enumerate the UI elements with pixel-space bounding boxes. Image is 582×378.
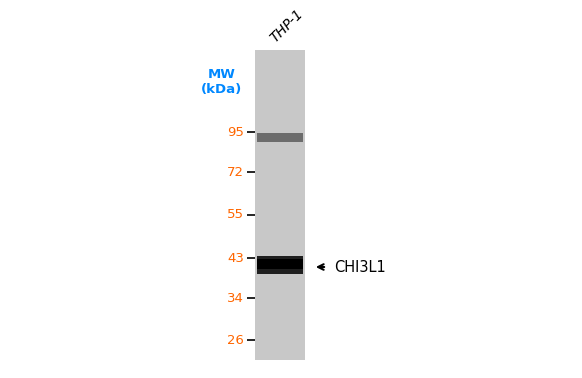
Text: 26: 26 xyxy=(227,333,244,347)
Text: 55: 55 xyxy=(227,209,244,222)
Text: THP-1: THP-1 xyxy=(268,6,307,45)
Text: (kDa): (kDa) xyxy=(201,82,243,96)
Text: 34: 34 xyxy=(227,291,244,305)
Text: MW: MW xyxy=(208,68,236,82)
Bar xyxy=(257,133,303,142)
Text: 95: 95 xyxy=(227,125,244,138)
Text: CHI3L1: CHI3L1 xyxy=(334,260,386,274)
Bar xyxy=(257,256,303,274)
Bar xyxy=(255,50,305,360)
Bar xyxy=(257,259,303,269)
Text: 43: 43 xyxy=(227,251,244,265)
Text: 72: 72 xyxy=(227,166,244,178)
